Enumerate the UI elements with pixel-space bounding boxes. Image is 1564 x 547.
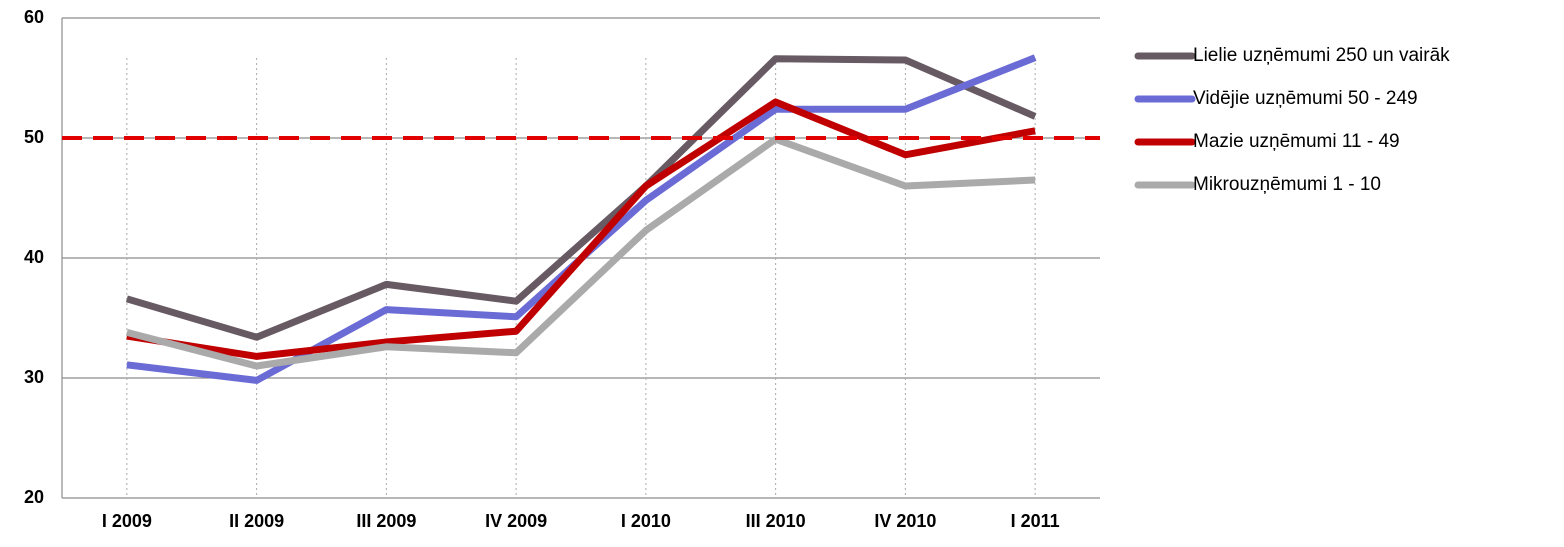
legend-label: Mazie uzņēmumi 11 - 49 bbox=[1193, 131, 1400, 152]
x-tick-label: I 2011 bbox=[1011, 511, 1060, 531]
x-tick-label: III 2009 bbox=[356, 511, 416, 531]
legend-label: Mikrouzņēmumi 1 - 10 bbox=[1193, 174, 1381, 195]
x-tick-label: IV 2009 bbox=[485, 511, 547, 531]
y-tick-label: 40 bbox=[24, 247, 44, 267]
x-tick-label: I 2009 bbox=[102, 511, 152, 531]
y-tick-label: 60 bbox=[24, 7, 44, 27]
legend-label: Vidējie uzņēmumi 50 - 249 bbox=[1193, 88, 1418, 109]
x-tick-label: III 2010 bbox=[746, 511, 806, 531]
y-tick-label: 50 bbox=[24, 127, 44, 147]
series-line bbox=[125, 55, 1037, 341]
y-tick-label: 30 bbox=[24, 367, 44, 387]
x-tick-label: IV 2010 bbox=[874, 511, 936, 531]
x-tick-label: II 2009 bbox=[229, 511, 284, 531]
series-line bbox=[126, 98, 1036, 360]
y-tick-label: 20 bbox=[24, 487, 44, 507]
series-line bbox=[125, 135, 1036, 370]
x-tick-label: I 2010 bbox=[621, 511, 671, 531]
legend-label: Lielie uzņēmumi 250 un vairāk bbox=[1193, 45, 1450, 66]
